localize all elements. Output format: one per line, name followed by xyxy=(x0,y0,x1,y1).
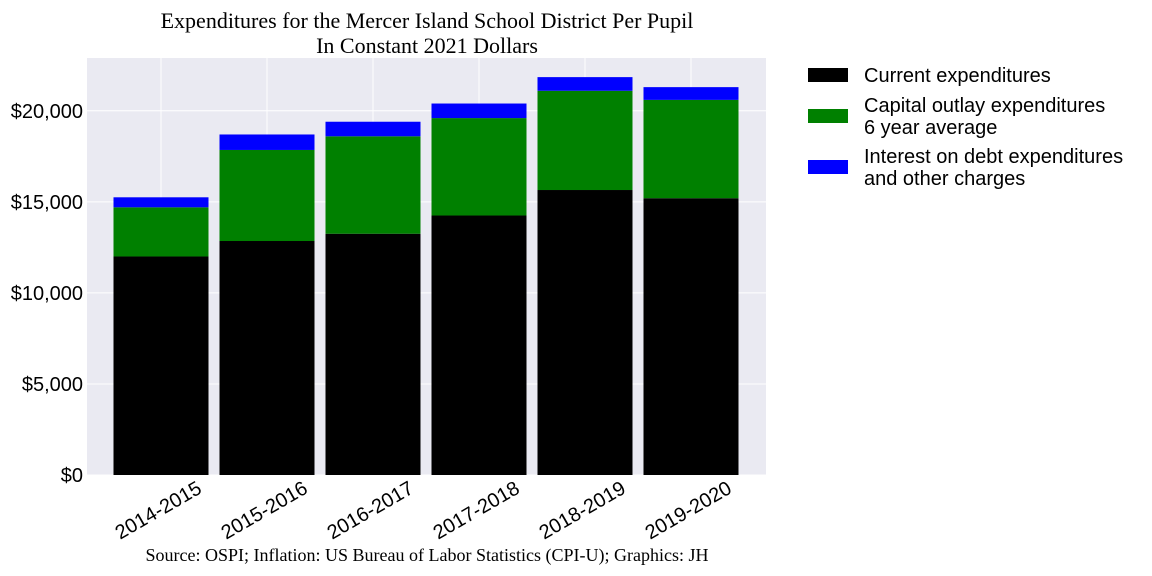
bar-segment xyxy=(325,136,421,234)
bar-segment xyxy=(113,256,209,475)
bar-segment xyxy=(219,241,315,475)
y-tick-label: $15,000 xyxy=(11,192,83,214)
legend-swatch xyxy=(808,109,848,123)
bar-segment xyxy=(643,99,739,199)
legend-swatch xyxy=(808,68,848,82)
y-axis-ticks: $0 $5,000 $10,000 $15,000 $20,000 xyxy=(11,101,83,487)
bar-segment xyxy=(113,197,209,208)
y-tick-label: $0 xyxy=(61,465,83,487)
bars xyxy=(113,77,739,475)
legend-label: 6 year average xyxy=(864,117,997,139)
legend-label: and other charges xyxy=(864,168,1025,190)
legend-label: Interest on debt expenditures xyxy=(864,146,1123,168)
bar-segment xyxy=(325,121,421,137)
y-tick-label: $20,000 xyxy=(11,101,83,123)
bar-segment xyxy=(219,134,315,150)
x-tick-label: 2016-2017 xyxy=(324,477,418,544)
bar-segment xyxy=(219,149,315,242)
x-tick-label: 2015-2016 xyxy=(218,477,312,544)
chart-subtitle: In Constant 2021 Dollars xyxy=(316,33,538,58)
y-tick-label: $5,000 xyxy=(22,374,83,396)
bar-segment xyxy=(643,87,739,100)
x-axis-ticks: 2014-2015 2015-2016 2016-2017 2017-2018 2018… xyxy=(112,477,736,544)
bar-segment xyxy=(537,190,633,475)
y-tick-label: $10,000 xyxy=(11,283,83,305)
bar-segment xyxy=(431,103,527,119)
x-tick-label: 2017-2018 xyxy=(430,477,524,544)
source-caption: Source: OSPI; Inflation: US Bureau of La… xyxy=(146,545,709,566)
bar-segment xyxy=(537,90,633,191)
bar-segment xyxy=(537,77,633,91)
x-tick-label: 2019-2020 xyxy=(642,477,736,544)
bar-segment xyxy=(431,118,527,216)
legend: Current expenditures Capital outlay expen… xyxy=(808,65,1123,190)
x-tick-label: 2014-2015 xyxy=(112,477,206,544)
bar-segment xyxy=(431,215,527,475)
bar-segment xyxy=(325,233,421,475)
legend-label: Capital outlay expenditures xyxy=(864,95,1105,117)
bar-segment xyxy=(113,207,209,257)
x-tick-label: 2018-2019 xyxy=(536,477,630,544)
legend-label: Current expenditures xyxy=(864,65,1051,87)
chart-title: Expenditures for the Mercer Island Schoo… xyxy=(161,8,694,33)
legend-swatch xyxy=(808,160,848,174)
bar-segment xyxy=(643,198,739,475)
